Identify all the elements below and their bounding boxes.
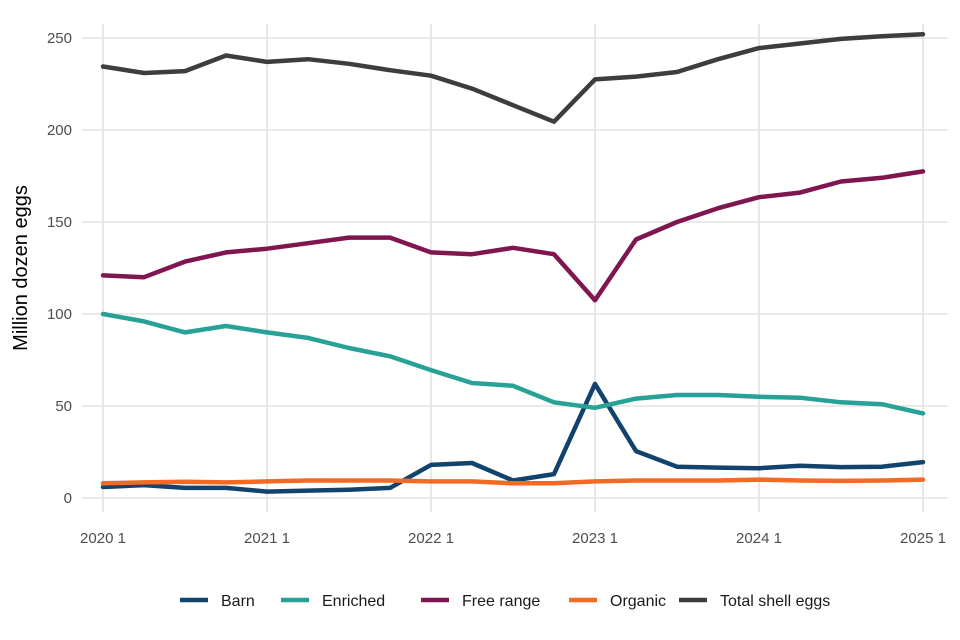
series-line-barn [100,381,926,494]
y-axis-ticks: 0 50 100 150 200 250 [47,30,72,507]
y-tick-label-0: 0 [64,490,72,507]
legend-label-barn: Barn [221,593,255,610]
legend: Barn Enriched Free range Organic Total shell… [180,593,830,610]
series-lines [100,32,926,494]
x-axis-ticks: 2020 1 2021 1 2022 1 2023 1 2024 1 2025 1 [80,530,946,547]
legend-label-free-range: Free range [462,593,540,610]
y-tick-label-250: 250 [47,30,72,47]
series-line-enriched [100,311,926,416]
x-tick-label-2021-1: 2021 1 [244,530,290,547]
legend-label-total-shell-eggs: Total shell eggs [720,593,830,610]
y-tick-label-200: 200 [47,122,72,139]
y-tick-label-50: 50 [55,398,72,415]
legend-label-organic: Organic [610,593,666,610]
y-tick-label-100: 100 [47,306,72,323]
x-tick-label-2020-1: 2020 1 [80,530,126,547]
x-tick-label-2025-1: 2025 1 [900,530,946,547]
gridlines [82,24,948,512]
x-tick-label-2023-1: 2023 1 [572,530,618,547]
y-tick-label-150: 150 [47,214,72,231]
series-line-free-range [100,169,926,303]
legend-label-enriched: Enriched [322,593,385,610]
x-tick-label-2024-1: 2024 1 [736,530,782,547]
series-line-organic [100,477,926,486]
y-axis-title: Million dozen eggs [10,185,32,351]
x-tick-label-2022-1: 2022 1 [408,530,454,547]
series-line-total-shell-eggs [100,32,926,124]
